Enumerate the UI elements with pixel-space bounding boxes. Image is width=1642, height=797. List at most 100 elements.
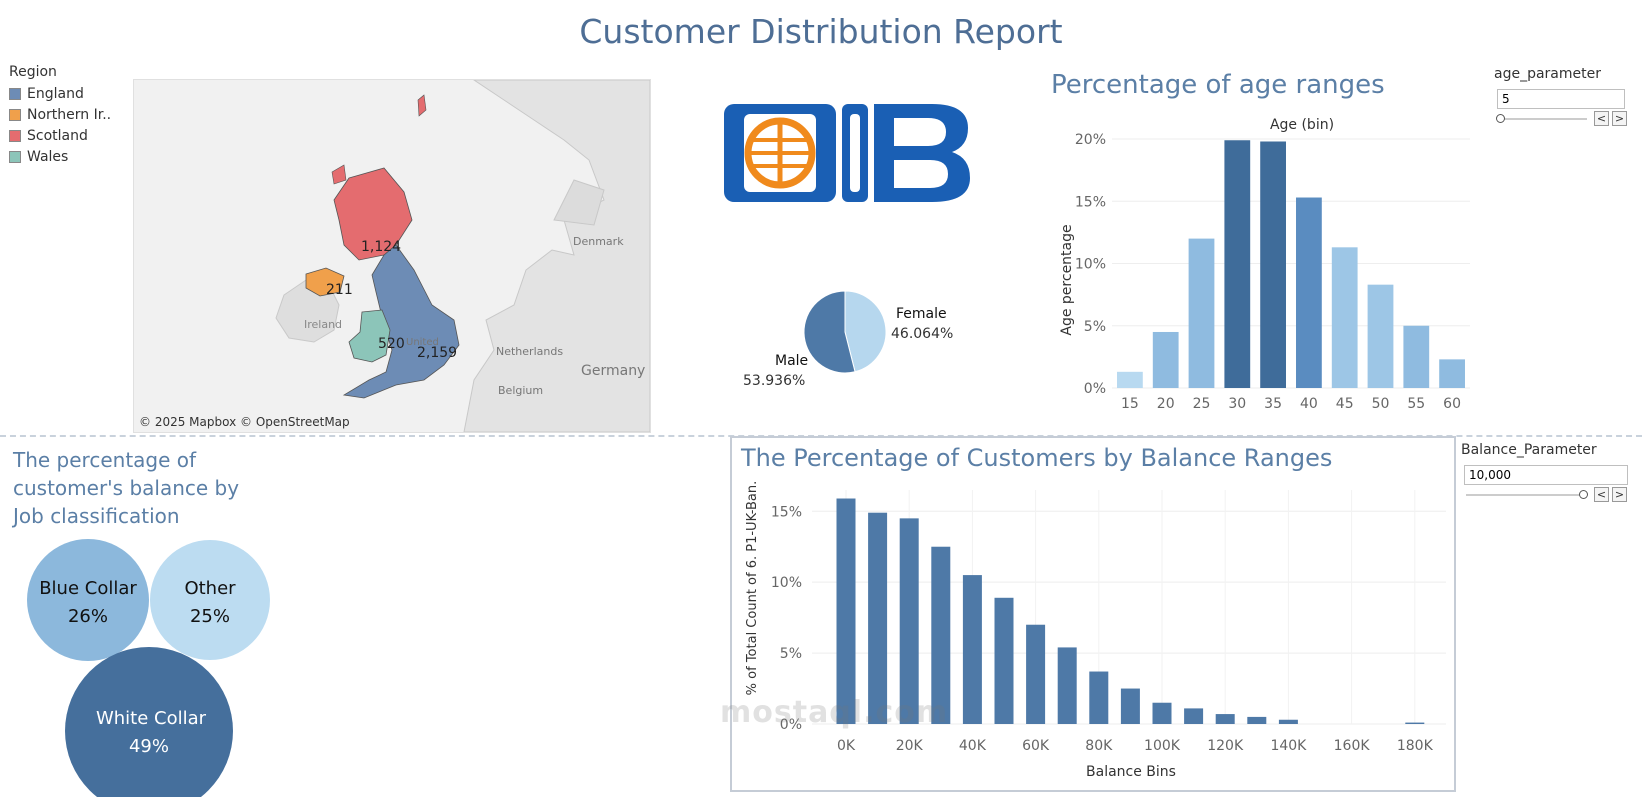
age-bar[interactable] (1224, 140, 1251, 388)
age-parameter-slider-thumb[interactable] (1496, 114, 1505, 123)
balance-bar[interactable] (1089, 671, 1109, 724)
legend-label: England (27, 85, 84, 102)
balance-xtick-label: 60K (1022, 738, 1050, 754)
legend-item-england[interactable]: England (9, 83, 111, 104)
age-yticks: 0% 5% 10% 15% 20% (1075, 132, 1106, 397)
pie-label-female-name: Female (896, 306, 947, 322)
age-bar[interactable] (1260, 141, 1286, 388)
age-bar[interactable] (1331, 247, 1358, 388)
shetland-region[interactable] (417, 94, 427, 117)
place-label-netherlands: Netherlands (496, 345, 563, 358)
age-bar[interactable] (1152, 331, 1179, 388)
pie-slice-female[interactable] (844, 290, 887, 373)
age-bar[interactable] (1117, 371, 1143, 388)
map-attribution: © 2025 Mapbox © OpenStreetMap (139, 415, 350, 429)
age-bar[interactable] (1188, 238, 1215, 388)
balance-xtick-label: 0K (837, 738, 856, 754)
balance-ytick-label: 5% (780, 646, 802, 662)
balance-parameter-control: Balance_Parameter < > (1461, 442, 1636, 504)
legend-item-scotland[interactable]: Scotland (9, 125, 111, 146)
age-ytick-label: 20% (1075, 132, 1106, 148)
balance-bar[interactable] (1247, 716, 1267, 724)
age-parameter-label: age_parameter (1494, 66, 1601, 82)
balance-bar[interactable] (1120, 688, 1140, 724)
age-xtick-label: 50 (1372, 396, 1390, 412)
pie-slice-male[interactable] (803, 290, 856, 374)
pie-slices (803, 290, 887, 374)
legend-swatch (9, 129, 21, 142)
age-parameter-control: age_parameter < > (1494, 66, 1634, 128)
balance-bar[interactable] (899, 518, 919, 724)
place-label-germany: Germany (581, 363, 645, 379)
job-chart-title: The percentage of customer's balance by … (13, 448, 240, 528)
balance-parameter-label: Balance_Parameter (1461, 442, 1597, 458)
balance-bar[interactable] (836, 498, 856, 724)
balance-bar[interactable] (1026, 624, 1046, 724)
place-label-belgium: Belgium (498, 384, 543, 397)
balance-bar[interactable] (1152, 702, 1172, 724)
legend-item-wales[interactable]: Wales (9, 146, 111, 167)
balance-xtick-label: 120K (1207, 738, 1244, 754)
balance-parameter-prev-button[interactable]: < (1594, 487, 1609, 502)
balance-bar[interactable] (1184, 708, 1204, 724)
age-bar[interactable] (1367, 284, 1394, 388)
balance-xtick-label: 160K (1334, 738, 1371, 754)
balance-parameter-slider-thumb[interactable] (1579, 490, 1588, 499)
balance-chart-ylabel: % of Total Count of 6. P1-UK-Ban.. (745, 480, 760, 695)
page-title: Customer Distribution Report (579, 12, 1063, 51)
age-xtick-label: 20 (1157, 396, 1175, 412)
age-bar[interactable] (1296, 197, 1322, 388)
balance-bar[interactable] (994, 597, 1014, 724)
age-xticks: 15 20 25 30 35 40 45 50 55 60 (1121, 396, 1461, 412)
bubble-pct-other: 25% (190, 606, 230, 627)
balance-bar[interactable] (868, 512, 888, 724)
pie-label-male-pct: 53.936% (743, 373, 805, 389)
age-parameter-prev-button[interactable]: < (1594, 111, 1609, 126)
age-bar[interactable] (1403, 325, 1430, 388)
balance-bar[interactable] (962, 575, 982, 724)
region-value-northern-ireland: 211 (326, 282, 353, 298)
age-xtick-label: 45 (1336, 396, 1354, 412)
balance-parameter-input[interactable] (1464, 465, 1628, 485)
age-xtick-label: 30 (1228, 396, 1246, 412)
balance-bar[interactable] (1057, 647, 1077, 724)
map-canvas: 1,124 211 520 2,159 Ireland United Denma… (139, 80, 650, 432)
age-parameter-slider-track[interactable] (1500, 118, 1587, 120)
balance-xticks: 0K 20K 40K 60K 80K 100K 120K 140K 160K 180K (837, 738, 1434, 754)
bubble-label-white-collar: White Collar (96, 708, 207, 729)
balance-xtick-label: 40K (959, 738, 987, 754)
age-bar[interactable] (1439, 359, 1465, 388)
balance-bar-chart: % of Total Count of 6. P1-UK-Ban.. Balan… (745, 480, 1446, 780)
bubble-blue-collar[interactable] (27, 539, 149, 661)
age-ytick-label: 10% (1075, 257, 1106, 273)
balance-chart-title: The Percentage of Customers by Balance R… (741, 444, 1333, 472)
uk-region-map[interactable]: 1,124 211 520 2,159 Ireland United Denma… (133, 79, 651, 433)
age-xtick-label: 35 (1264, 396, 1282, 412)
age-parameter-input[interactable] (1497, 89, 1625, 109)
continent-land (463, 80, 650, 432)
balance-bar[interactable] (1405, 722, 1425, 724)
bank-logo (722, 102, 972, 206)
pie-label-male-name: Male (775, 353, 808, 369)
legend-item-northern-ireland[interactable]: Northern Ir.. (9, 104, 111, 125)
bubble-label-other: Other (184, 578, 236, 599)
balance-bar[interactable] (931, 546, 951, 724)
balance-bar[interactable] (1278, 719, 1298, 724)
age-xtick-label: 15 (1121, 396, 1139, 412)
hebrides-region[interactable] (331, 164, 347, 185)
legend-swatch (9, 87, 21, 100)
bubble-pct-blue-collar: 26% (68, 606, 108, 627)
balance-xtick-label: 80K (1085, 738, 1113, 754)
age-parameter-next-button[interactable]: > (1612, 111, 1627, 126)
balance-parameter-slider-track[interactable] (1466, 494, 1584, 496)
balance-parameter-next-button[interactable]: > (1612, 487, 1627, 502)
balance-bar[interactable] (1215, 714, 1235, 724)
bubble-other[interactable] (150, 540, 270, 660)
northern-ireland-region[interactable] (305, 267, 345, 297)
place-label-denmark: Denmark (573, 235, 624, 248)
age-ytick-label: 15% (1075, 194, 1106, 210)
region-value-scotland: 1,124 (361, 239, 401, 255)
age-xtick-label: 60 (1443, 396, 1461, 412)
wales-region[interactable] (348, 309, 391, 363)
bubble-white-collar[interactable] (65, 647, 233, 797)
